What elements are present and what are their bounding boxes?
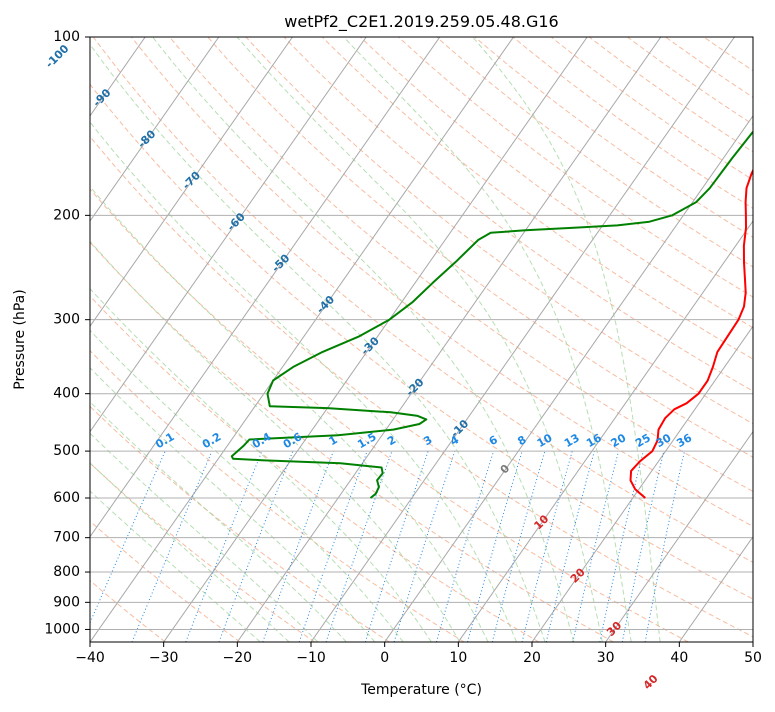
y-tick-label: 1000 (44, 621, 80, 637)
y-tick-label: 400 (53, 386, 80, 402)
isotherm-label: 40 (641, 672, 661, 692)
isotherm-line (0, 37, 72, 642)
x-axis-label: Temperature (°C) (360, 682, 482, 698)
chart-title: wetPf2_C2E1.2019.259.05.48.G16 (284, 12, 558, 32)
y-tick-label: 500 (53, 443, 80, 459)
isotherm-label: -100 (43, 42, 72, 71)
y-tick-label: 700 (53, 530, 80, 546)
x-tick-label: 20 (523, 650, 541, 666)
x-tick-label: 10 (449, 650, 467, 666)
y-tick-label: 600 (53, 490, 80, 506)
y-tick-label: 100 (53, 29, 80, 45)
y-axis-label: Pressure (hPa) (12, 289, 28, 389)
y-tick-label: 200 (53, 207, 80, 223)
x-tick-label: 40 (670, 650, 688, 666)
x-tick-label: 50 (744, 650, 762, 666)
x-tick-label: −40 (75, 650, 105, 666)
x-tick-label: −20 (223, 650, 253, 666)
isotherm-line (753, 37, 775, 642)
x-tick-label: −30 (149, 650, 179, 666)
y-tick-label: 300 (53, 312, 80, 328)
y-tick-label: 900 (53, 594, 80, 610)
x-tick-label: −10 (296, 650, 326, 666)
plot-background (90, 37, 753, 642)
y-tick-label: 800 (53, 564, 80, 580)
x-tick-label: 30 (597, 650, 615, 666)
x-tick-label: 0 (380, 650, 389, 666)
